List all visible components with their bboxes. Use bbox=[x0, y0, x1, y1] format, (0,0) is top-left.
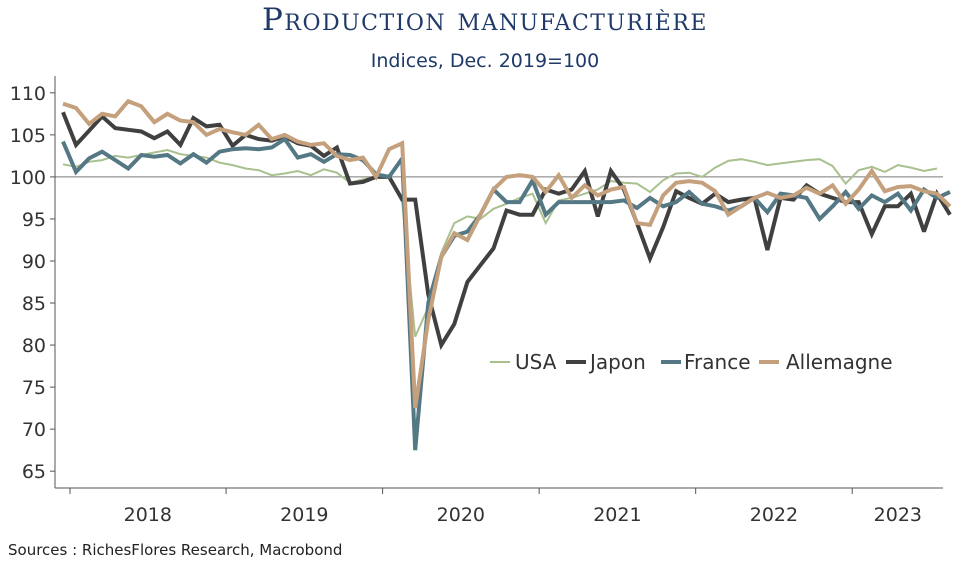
axis-layer: 65 70 75 80 85 90 95 100 105 110 2018 2019 2020 2021 2… bbox=[10, 76, 943, 526]
legend-label-allemagne: Allemagne bbox=[786, 350, 893, 374]
y-tick-label: 80 bbox=[22, 335, 46, 357]
legend: USA Japon France Allemagne bbox=[490, 350, 893, 374]
x-tick-label: 2023 bbox=[874, 504, 922, 526]
x-tick-label: 2021 bbox=[593, 504, 641, 526]
series-line-japon bbox=[61, 111, 952, 351]
y-tick-label: 65 bbox=[22, 461, 46, 483]
chart-title: Production manufacturière bbox=[262, 2, 708, 38]
legend-label-japon: Japon bbox=[588, 350, 646, 374]
source-note: Sources : RichesFlores Research, Macrobo… bbox=[8, 541, 343, 559]
y-tick-label: 95 bbox=[22, 209, 46, 231]
y-tick-label: 70 bbox=[22, 419, 46, 441]
series-layer bbox=[61, 98, 952, 451]
legend-label-usa: USA bbox=[515, 350, 557, 374]
y-tick-label: 85 bbox=[22, 293, 46, 315]
series-line-france bbox=[61, 136, 951, 451]
legend-label-france: France bbox=[684, 350, 751, 374]
x-tick-label: 2022 bbox=[750, 504, 798, 526]
series-line-allemagne bbox=[62, 98, 952, 409]
y-tick-label: 75 bbox=[22, 377, 46, 399]
series-line-usa bbox=[62, 148, 938, 338]
y-tick-label: 100 bbox=[10, 167, 46, 189]
y-tick-label: 105 bbox=[10, 125, 46, 147]
x-tick-label: 2020 bbox=[437, 504, 485, 526]
x-tick-label: 2018 bbox=[124, 504, 172, 526]
y-tick-label: 110 bbox=[10, 83, 46, 105]
y-tick-label: 90 bbox=[22, 251, 46, 273]
chart-subtitle: Indices, Dec. 2019=100 bbox=[370, 50, 600, 72]
x-tick-label: 2019 bbox=[280, 504, 328, 526]
